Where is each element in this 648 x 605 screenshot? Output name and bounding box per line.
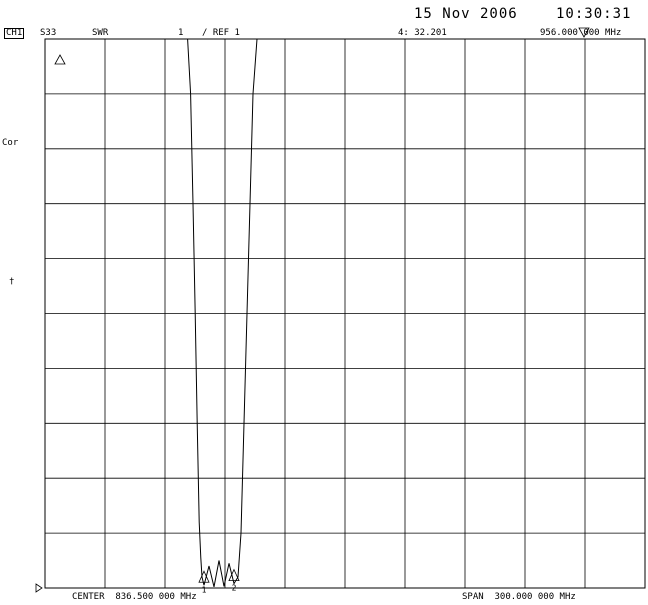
format-label: SWR <box>92 28 109 38</box>
scale-label: 1 <box>178 28 184 38</box>
marker-2-triangle <box>228 568 240 582</box>
marker-3-triangle <box>54 54 66 65</box>
marker-1-triangle <box>198 570 210 583</box>
trace-line-1 <box>45 38 645 588</box>
marker-flag-label: † <box>9 277 15 287</box>
correction-label: Cor <box>2 138 19 148</box>
marker-1-label: 1 <box>202 585 207 594</box>
date-text: 15 Nov 2006 <box>414 6 518 22</box>
center-frequency-label: CENTER 836.500 000 MHz <box>72 592 197 602</box>
reference-label: / REF 1 <box>202 28 240 38</box>
channel-label[interactable]: CH1 <box>4 28 25 39</box>
time-text: 10:30:31 <box>556 6 632 22</box>
parameter-label: S33 <box>40 28 57 38</box>
reference-position-arrow <box>35 583 43 593</box>
marker-4-triangle <box>578 27 590 38</box>
marker-readout: 4: 32.201 <box>398 28 447 38</box>
marker-2-label: 2 <box>232 584 237 593</box>
span-label: SPAN 300.000 000 MHz <box>462 592 576 602</box>
marker-frequency: 956.000 000 MHz <box>540 28 622 38</box>
